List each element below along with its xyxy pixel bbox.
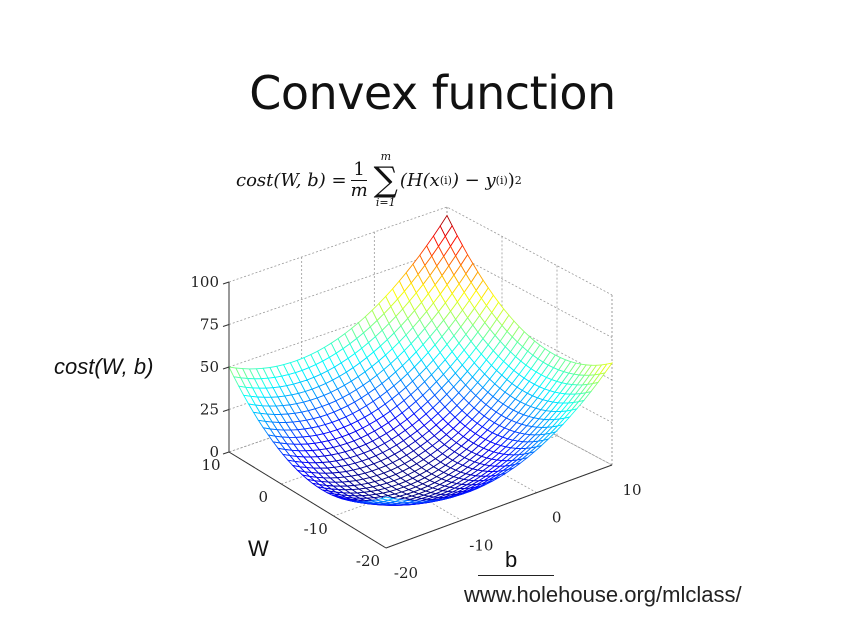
fraction-numerator: 1	[351, 158, 367, 181]
w-tick-label: -20	[356, 552, 380, 570]
w-axis-line	[228, 451, 387, 549]
b-axis-line	[385, 464, 613, 549]
formula-lhs: cost(W, b) =	[236, 169, 347, 191]
z-tick-label: 50	[200, 358, 219, 376]
z-tick-label: 0	[209, 443, 219, 461]
summation: m ∑ i=1	[374, 151, 398, 209]
cost-formula: cost(W, b) = 1 m m ∑ i=1 (H(x (i)) − y (i)…	[236, 140, 522, 220]
b-tick-label: -10	[469, 536, 493, 554]
b-label-underline	[478, 575, 554, 576]
w-floor-gridline	[228, 376, 448, 453]
sum-lower-limit: i=1	[375, 196, 396, 209]
w-tick-label: -10	[304, 520, 328, 538]
b-tick-label: 10	[622, 481, 641, 499]
z-tick-label: 25	[200, 401, 219, 419]
z-tick-label: 75	[200, 316, 219, 334]
z-tick	[222, 409, 230, 412]
formula-fraction: 1 m	[350, 158, 368, 201]
plot-axes	[222, 281, 613, 549]
z-tick	[222, 324, 230, 327]
z-tick	[222, 451, 230, 455]
z-tick	[222, 366, 230, 370]
b-tick-label: -20	[394, 564, 418, 582]
w-axis-label: W	[248, 536, 269, 561]
page-title: Convex function	[249, 66, 616, 120]
formula-body: (H(x	[399, 169, 440, 191]
sigma-symbol: ∑	[373, 160, 398, 200]
z-tick-label: 100	[190, 273, 219, 291]
formula-sup-1: (i)	[439, 173, 452, 187]
w-tick-label: 0	[259, 488, 269, 506]
cost-surface	[228, 214, 614, 506]
b-axis-label: b	[505, 547, 518, 572]
formula-tail: )	[507, 169, 515, 191]
formula-sup-2: (i)	[495, 173, 508, 187]
surface-cell	[379, 496, 395, 501]
z-tick	[222, 281, 230, 285]
sum-upper-limit: m	[380, 150, 391, 163]
fraction-denominator: m	[350, 179, 368, 201]
b-tick-label: 0	[552, 509, 562, 527]
source-url: www.holehouse.org/mlclass/	[464, 582, 742, 607]
formula-mid: ) − y	[451, 169, 496, 191]
w-tick-label: 10	[201, 456, 220, 474]
z-gridline	[228, 249, 613, 338]
z-axis-label: cost(W, b)	[54, 354, 154, 379]
formula-sup-3: 2	[514, 173, 522, 187]
